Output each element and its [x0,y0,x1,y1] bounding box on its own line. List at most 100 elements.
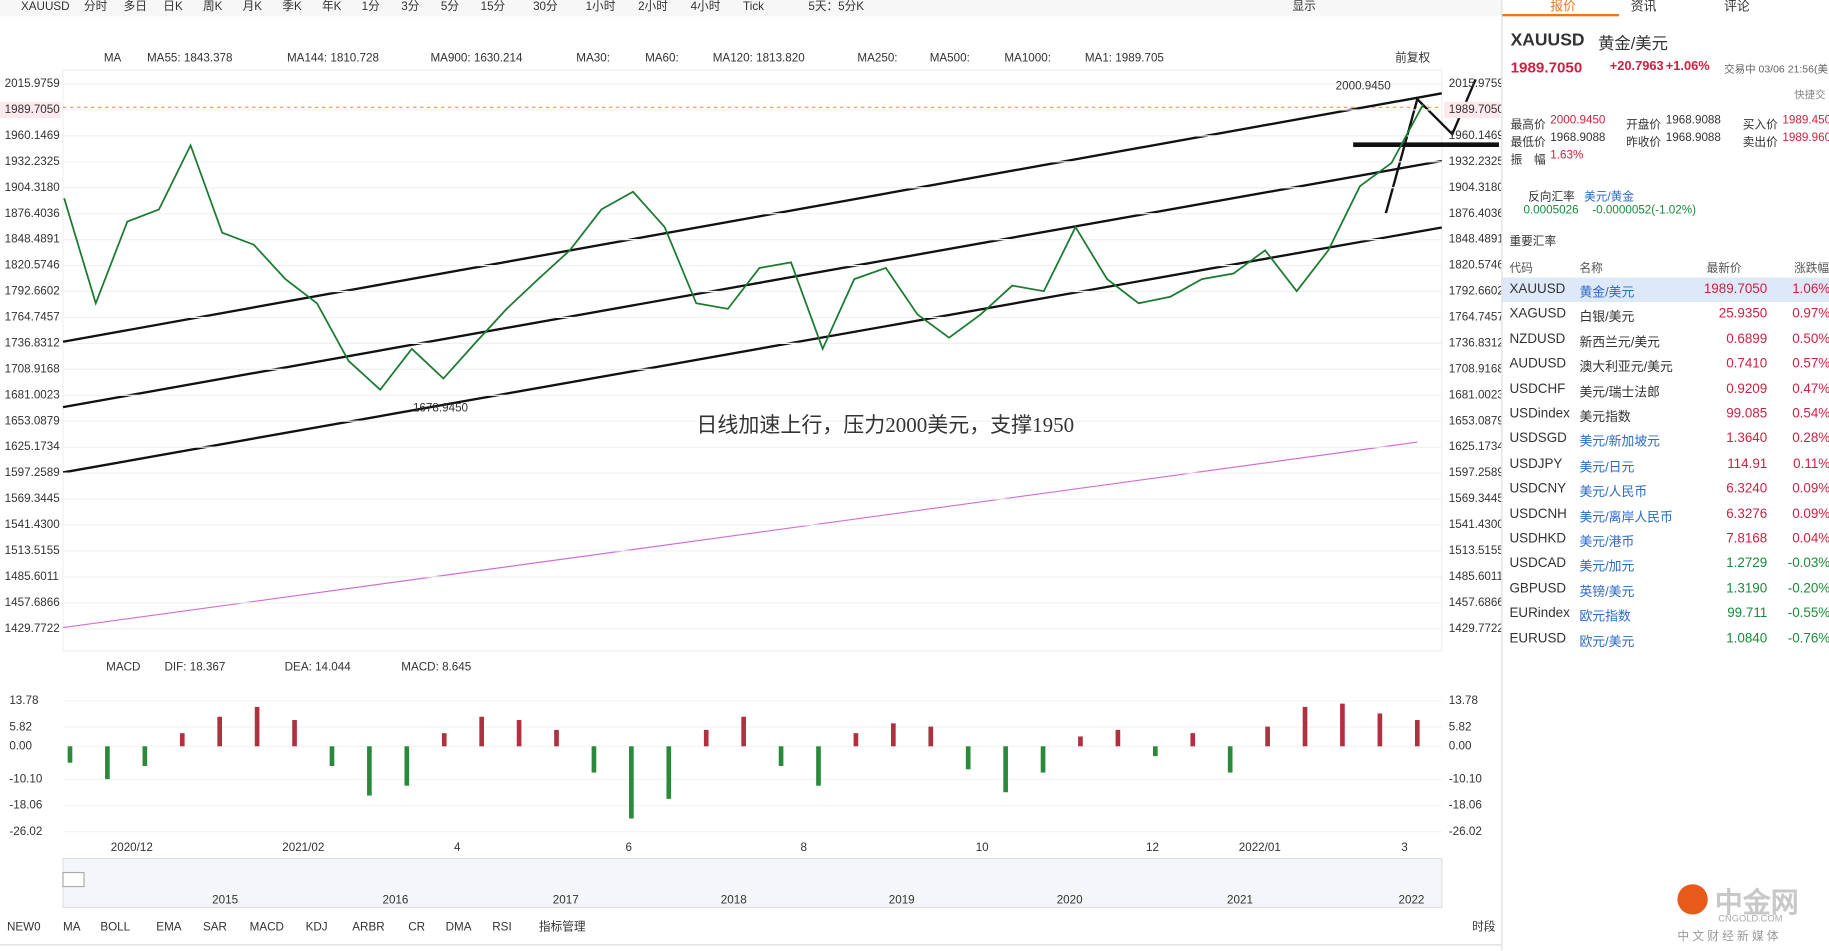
row-change: -0.55% [1787,606,1829,621]
macd-bar [105,746,110,780]
row-name: 美元/新加坡元 [1579,435,1661,450]
indicator-tab[interactable]: NEW0 [7,920,41,933]
period-tab[interactable]: 3分 [401,0,419,13]
macd-bar [965,746,971,770]
side-tab-bar [1502,13,1620,17]
row-code[interactable]: EURUSD [1509,631,1567,646]
row-code[interactable]: XAUUSD [1509,282,1566,297]
logo-slogan: 中 文 财 经 新 媒 体 [1677,930,1779,944]
y-tick-label: 1541.4300 [1449,518,1501,531]
ma-value: MA1000: [1004,51,1051,64]
row-code[interactable]: USDCNY [1509,481,1567,496]
row-code[interactable]: USDindex [1509,407,1570,422]
y-tick-label: 1989.7050 [5,103,61,116]
restore-button[interactable]: 前复权 [1395,50,1430,64]
period-tab[interactable]: 30分 [533,0,558,13]
macd-bar [1078,736,1083,747]
period-tab[interactable]: 周K [203,0,223,13]
y-tick-label: 1513.5155 [1449,544,1501,557]
x-tick-label: 2021/02 [282,841,324,854]
y-tick-label: 1681.0023 [1449,388,1501,401]
y-tick-label: 1513.5155 [5,544,60,557]
macd-bar [142,746,148,766]
row-name: 白银/美元 [1579,310,1635,325]
column-header: 代码 [1509,262,1533,276]
indicator-tab[interactable]: KDJ [306,920,328,933]
price-frame [62,69,1443,652]
period-tab[interactable]: 1分 [362,0,380,13]
indicator-tab[interactable]: DMA [446,920,472,933]
row-code[interactable]: USDHKD [1509,531,1567,546]
row-price: 99.085 [1726,407,1768,422]
row-code[interactable]: XAGUSD [1509,307,1567,322]
row-change: 0.97% [1792,307,1829,322]
period-tab[interactable]: 5天：5分K [808,0,864,13]
indicator-tab[interactable]: SAR [203,920,227,933]
period-tab[interactable]: 2小时 [638,0,668,13]
row-change: 1.06% [1792,282,1829,297]
y-tick-label: 1932.2325 [1449,155,1501,168]
period-button[interactable]: 时段 [1472,919,1496,933]
y-tick-label: 0.00 [9,739,32,752]
side-quick[interactable]: 快捷交 [1794,88,1826,101]
macd-bar [404,746,410,786]
indicator-tab[interactable]: ARBR [352,920,384,933]
period-tab[interactable]: 4小时 [691,0,721,13]
row-price: 99.711 [1727,606,1768,621]
row-code[interactable]: USDSGD [1509,432,1567,447]
stat-label: 最高价 [1510,118,1546,132]
logo-name: 中金网 [1714,887,1799,920]
side-tab[interactable]: 报价 [1550,0,1576,14]
period-tab[interactable]: 年K [322,0,342,13]
indicator-tab[interactable]: MA [63,920,81,933]
period-tab[interactable]: 分时 [84,0,108,13]
side-tab[interactable]: 资讯 [1630,0,1657,14]
y-tick-label: 1820.5746 [5,259,60,272]
indicator-tab[interactable]: MACD [250,920,284,933]
y-tick-label: 1429.7722 [5,622,60,635]
macd-bar [591,746,597,773]
row-code[interactable]: USDJPY [1509,457,1563,472]
row-code[interactable]: USDCNH [1509,506,1567,521]
y-tick-label: 1820.5746 [1449,259,1501,272]
indicator-tab[interactable]: RSI [492,920,511,933]
row-code[interactable]: AUDUSD [1509,357,1567,372]
indicator-tab[interactable]: CR [408,920,425,933]
side-tab[interactable]: 评论 [1724,0,1750,14]
indicator-tab[interactable]: BOLL [100,920,130,933]
period-tab[interactable]: 5分 [441,0,459,13]
ma-value: MA144: 1810.728 [287,51,379,64]
row-code[interactable]: USDCHF [1509,382,1566,397]
period-tab[interactable]: Tick [743,0,764,13]
overview-handle[interactable] [62,871,85,888]
row-code[interactable]: GBPUSD [1509,581,1567,596]
toolbar-bg [0,0,1502,17]
period-tab[interactable]: 多日 [124,0,147,13]
display-button[interactable]: 显示 [1292,0,1315,13]
period-tab[interactable]: 1小时 [586,0,616,13]
macd-bar [1040,746,1046,773]
side-status: 交易中 03/06 21:56(美 [1724,62,1828,75]
stat-label: 最低价 [1510,136,1546,150]
indicator-tab[interactable]: EMA [156,920,181,933]
period-tab[interactable]: 日K [163,0,183,13]
y-tick-label: -10.10 [1449,773,1483,786]
quote-panel: 报价 资讯 评论 XAUUSD 黄金/美元 1989.7050 +20.7963 +1.06%… [1501,0,1829,951]
stat-value: 1968.9088 [1665,131,1721,145]
y-tick-label: 1569.3445 [5,492,60,505]
period-tab[interactable]: 15分 [481,0,506,13]
period-tab[interactable]: 季K [282,0,302,13]
row-name: 美元/港币 [1579,535,1635,550]
symbol[interactable]: XAUUSD [21,0,70,13]
y-tick-label: 1625.1734 [5,440,61,453]
row-name: 澳大利亚元/美元 [1579,360,1673,375]
row-code[interactable]: USDCAD [1509,556,1567,571]
row-code[interactable]: NZDUSD [1509,332,1566,347]
stat-label: 振 幅 [1510,153,1546,167]
stat-value: 2000.9450 [1550,114,1606,128]
period-tab[interactable]: 月K [243,0,263,13]
row-code[interactable]: EURindex [1509,606,1570,621]
stat-value: 1968.9088 [1665,114,1721,128]
indicator-tab[interactable]: 指标管理 [539,919,586,933]
